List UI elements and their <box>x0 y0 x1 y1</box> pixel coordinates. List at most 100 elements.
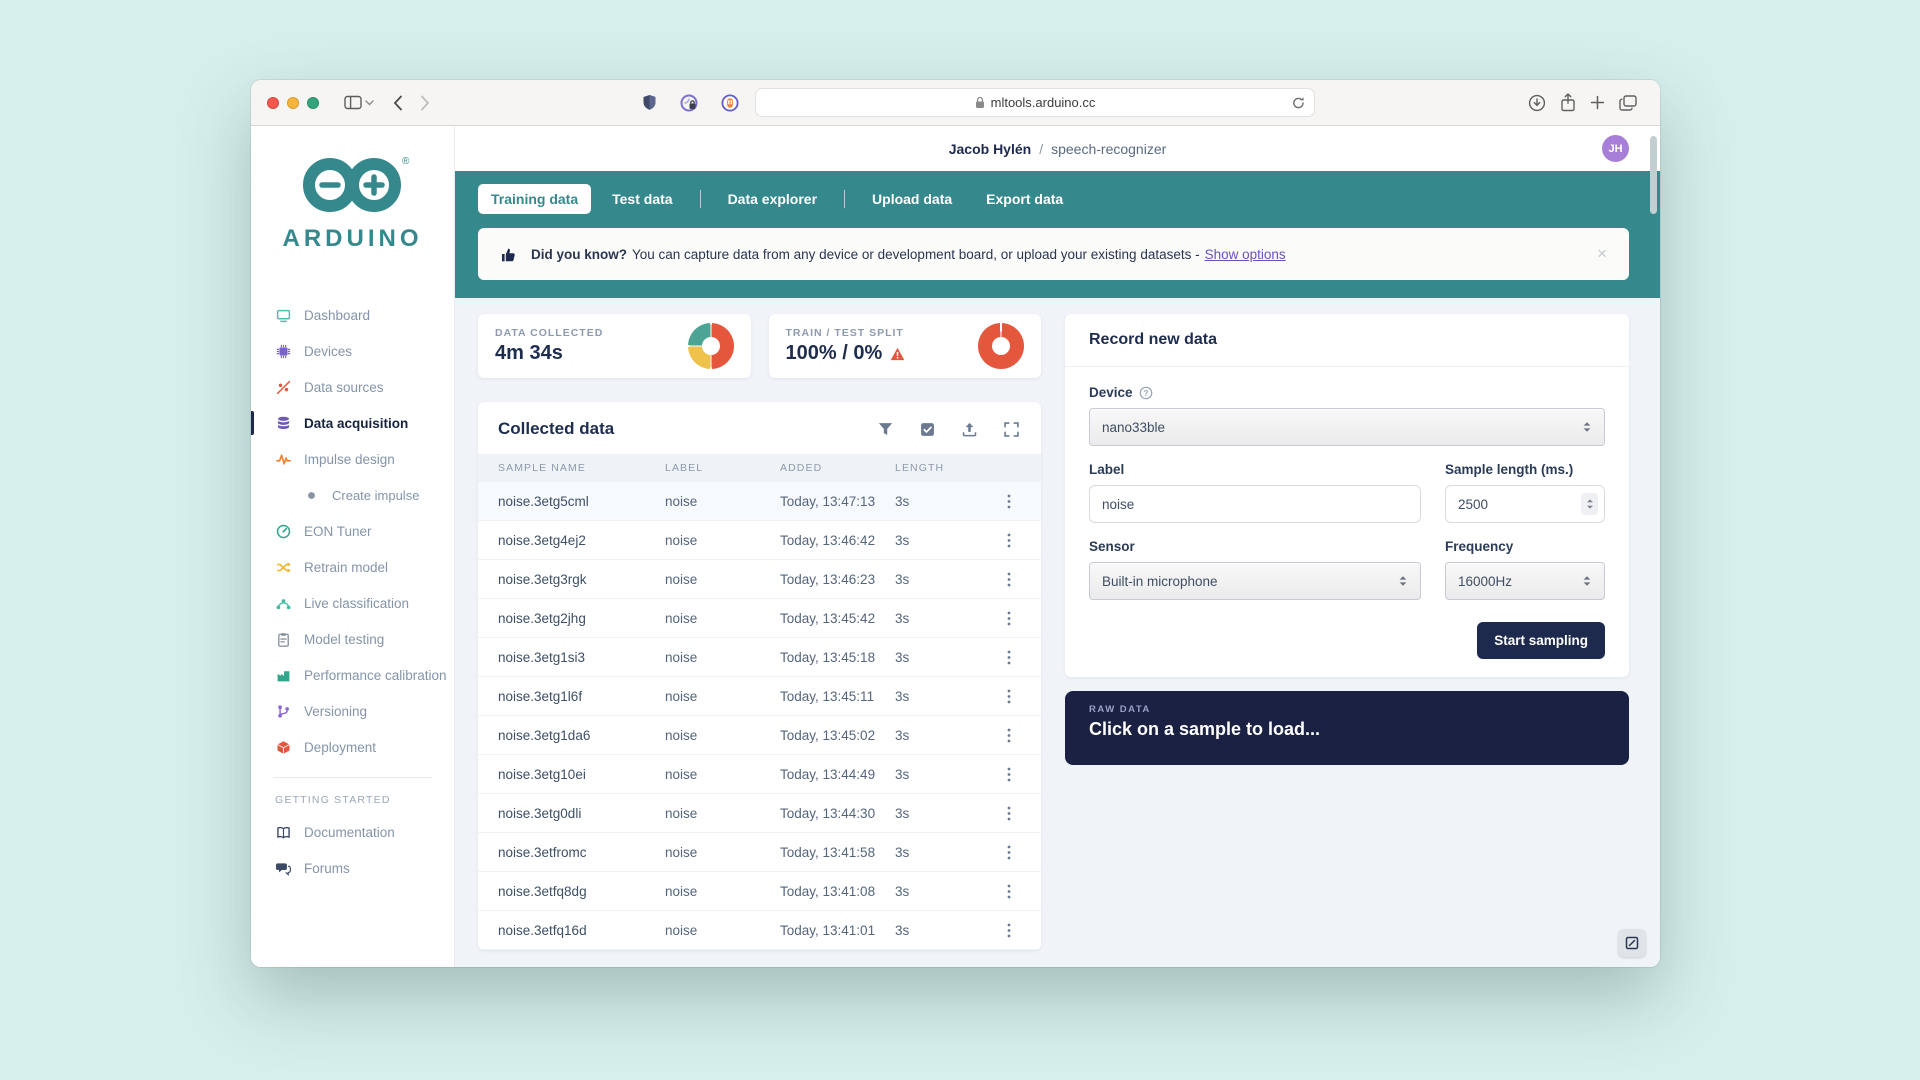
row-menu-button[interactable] <box>1007 650 1011 665</box>
table-row[interactable]: noise.3etg3rgk noise Today, 13:46:23 3s <box>478 560 1041 599</box>
table-row[interactable]: noise.3etg1l6f noise Today, 13:45:11 3s <box>478 677 1041 716</box>
row-menu-button[interactable] <box>1007 923 1011 938</box>
sidebar-item-versioning[interactable]: Versioning <box>251 693 454 729</box>
chevron-down-icon[interactable] <box>365 99 374 106</box>
tabs: Training data Test data Data explorer Uploa… <box>478 184 1629 214</box>
expand-icon[interactable] <box>1004 421 1019 437</box>
tab-overview-icon[interactable] <box>1619 94 1637 111</box>
sidebar-item-dashboard[interactable]: Dashboard <box>251 297 454 333</box>
tab-test-data[interactable]: Test data <box>612 191 673 207</box>
sidebar-item-impulse-design[interactable]: Impulse design <box>251 441 454 477</box>
collected-data-title: Collected data <box>498 419 615 438</box>
sidebar-item-retrain-model[interactable]: Retrain model <box>251 549 454 585</box>
device-label: Device <box>1089 385 1133 400</box>
row-menu-button[interactable] <box>1007 533 1011 548</box>
table-row[interactable]: noise.3etfromc noise Today, 13:41:58 3s <box>478 833 1041 872</box>
sidebar-toggle-icon[interactable] <box>344 95 362 110</box>
address-bar[interactable]: mltools.arduino.cc <box>755 88 1315 117</box>
svg-text:?: ? <box>1143 388 1148 397</box>
row-menu-button[interactable] <box>1007 806 1011 821</box>
frequency-select[interactable]: 16000Hz <box>1445 562 1605 600</box>
train-test-split-value: 100% / 0% <box>785 342 883 364</box>
avatar[interactable]: JH <box>1602 135 1629 162</box>
sidebar-item-model-testing[interactable]: Model testing <box>251 621 454 657</box>
table-row[interactable]: noise.3etg4ej2 noise Today, 13:46:42 3s <box>478 521 1041 560</box>
sidebar-section-label: GETTING STARTED <box>275 794 391 806</box>
table-row[interactable]: noise.3etg1si3 noise Today, 13:45:18 3s <box>478 638 1041 677</box>
filter-icon[interactable] <box>878 422 893 437</box>
sample-length: 3s <box>895 922 910 938</box>
scrollbar-thumb[interactable] <box>1650 136 1657 214</box>
share-icon[interactable] <box>1560 93 1576 112</box>
table-row[interactable]: noise.3etg0dli noise Today, 13:44:30 3s <box>478 794 1041 833</box>
number-stepper-icon[interactable] <box>1581 493 1598 515</box>
select-samples-icon[interactable] <box>920 422 935 437</box>
privacy-hand-icon[interactable] <box>721 94 739 112</box>
brand-name: ARDUINO <box>282 225 423 252</box>
row-menu-button[interactable] <box>1007 884 1011 899</box>
download-icon[interactable] <box>1528 94 1546 112</box>
warning-icon[interactable] <box>890 347 905 361</box>
table-row[interactable]: noise.3etg2jhg noise Today, 13:45:42 3s <box>478 599 1041 638</box>
show-options-link[interactable]: Show options <box>1204 246 1286 262</box>
row-menu-button[interactable] <box>1007 728 1011 743</box>
start-sampling-button[interactable]: Start sampling <box>1477 622 1605 659</box>
row-menu-button[interactable] <box>1007 845 1011 860</box>
tab-export-data[interactable]: Export data <box>986 191 1064 207</box>
sidebar-item-documentation[interactable]: Documentation <box>251 814 454 850</box>
table-row[interactable]: noise.3etfq8dg noise Today, 13:41:08 3s <box>478 872 1041 911</box>
sidebar-item-data-acquisition[interactable]: Data acquisition <box>251 405 454 441</box>
frequency-label: Frequency <box>1445 539 1514 554</box>
sidebar-item-deployment[interactable]: Deployment <box>251 729 454 765</box>
zoom-window-button[interactable] <box>307 96 319 109</box>
scatter-icon <box>275 380 291 395</box>
forward-icon[interactable] <box>420 95 430 111</box>
row-menu-button[interactable] <box>1007 494 1011 509</box>
row-menu-button[interactable] <box>1007 767 1011 782</box>
tab-upload-data[interactable]: Upload data <box>872 191 953 207</box>
privacy-badge-icon[interactable] <box>680 94 698 112</box>
svg-text:®: ® <box>402 156 410 167</box>
sidebar-item-performance-calibration[interactable]: Performance calibration <box>251 657 454 693</box>
sample-length: 3s <box>895 805 910 821</box>
breadcrumb-project[interactable]: speech-recognizer <box>1051 140 1167 157</box>
table-row[interactable]: noise.3etg5cml noise Today, 13:47:13 3s <box>478 482 1041 521</box>
sidebar-item-create-impulse[interactable]: Create impulse <box>251 477 454 513</box>
sample-name: noise.3etg4ej2 <box>498 532 586 548</box>
device-select[interactable]: nano33ble <box>1089 408 1605 446</box>
sidebar-item-eon-tuner[interactable]: EON Tuner <box>251 513 454 549</box>
row-menu-button[interactable] <box>1007 689 1011 704</box>
row-menu-button[interactable] <box>1007 611 1011 626</box>
tab-training-data[interactable]: Training data <box>478 184 592 214</box>
banner-close-icon[interactable]: × <box>1597 244 1607 263</box>
sidebar-item-data-sources[interactable]: Data sources <box>251 369 454 405</box>
table-row[interactable]: noise.3etg10ei noise Today, 13:44:49 3s <box>478 755 1041 794</box>
breadcrumb-user[interactable]: Jacob Hylén <box>948 140 1032 157</box>
sidebar-item-devices[interactable]: Devices <box>251 333 454 369</box>
close-window-button[interactable] <box>267 96 279 109</box>
banner-title: Did you know? <box>531 246 627 262</box>
back-icon[interactable] <box>393 95 403 111</box>
sidebar-item-forums[interactable]: Forums <box>251 850 454 886</box>
shield-icon[interactable] <box>642 94 657 111</box>
row-menu-button[interactable] <box>1007 572 1011 587</box>
feedback-button[interactable] <box>1618 929 1646 957</box>
pulse-icon <box>275 452 291 467</box>
sidebar-item-live-classification[interactable]: Live classification <box>251 585 454 621</box>
help-circle-icon[interactable]: ? <box>1139 386 1153 400</box>
sidebar-item-label: EON Tuner <box>304 523 372 539</box>
sample-length-input[interactable] <box>1445 485 1605 523</box>
sidebar-item-label: Versioning <box>304 703 368 719</box>
new-tab-icon[interactable] <box>1590 95 1605 110</box>
sensor-select[interactable]: Built-in microphone <box>1089 562 1421 600</box>
table-row[interactable]: noise.3etfq16d noise Today, 13:41:01 3s <box>478 911 1041 950</box>
label-input[interactable] <box>1089 485 1421 523</box>
table-row[interactable]: noise.3etg1da6 noise Today, 13:45:02 3s <box>478 716 1041 755</box>
minimize-window-button[interactable] <box>287 96 299 109</box>
upload-icon[interactable] <box>962 422 977 437</box>
sample-length: 3s <box>895 766 910 782</box>
reload-icon[interactable] <box>1292 96 1305 113</box>
tab-data-explorer[interactable]: Data explorer <box>727 191 818 207</box>
sample-label: noise <box>665 844 698 860</box>
sidebar-item-label: Documentation <box>304 824 395 840</box>
